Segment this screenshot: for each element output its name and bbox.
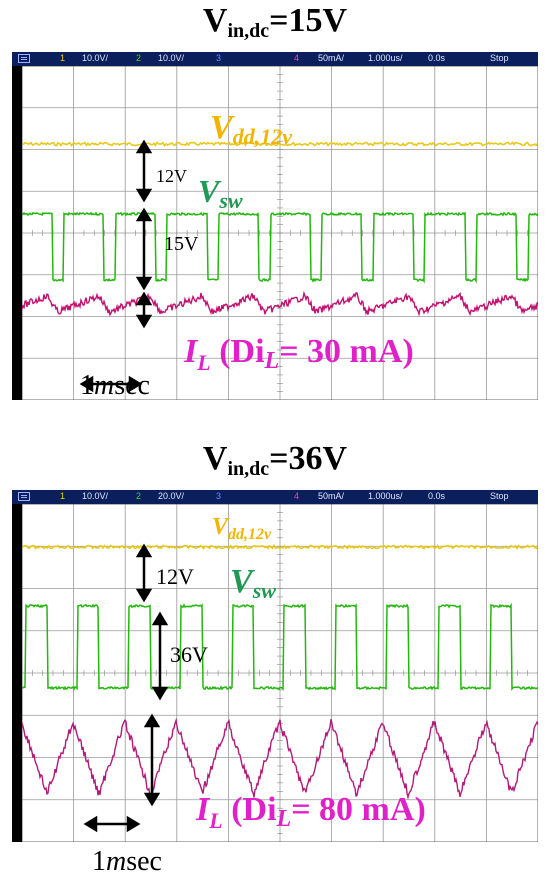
panel2-title: Vin,dc=36V (202, 440, 348, 480)
12v-label: 12V (156, 564, 194, 589)
ch1-scale: 10.0V/ (82, 491, 109, 501)
vdd-label: Vdd,12v (212, 514, 272, 543)
vdd-label: Vdd,12v (210, 109, 292, 149)
vdd-trace (22, 141, 538, 147)
oscilloscope-screen-2: 1 10.0V/ 2 20.0V/ 3 4 50mA/ 1.000us/ 0.0… (12, 490, 538, 842)
ch2-label: 2 (136, 53, 142, 63)
vsw-trace (22, 602, 538, 691)
panel1-title: Vin,dc=15V (202, 2, 348, 42)
time-arrow (83, 815, 141, 833)
time-scale-label-1: 1msec (80, 370, 150, 401)
waveform-plot-1: Vdd,12v Vsw 12V 15V IL (DiL= 30 mA) (22, 66, 538, 400)
plot-area-2: Vdd,12v Vsw 12V 36V IL (DiL= 80 mA) (22, 504, 538, 842)
delay: 0.0s (428, 491, 446, 501)
ch4-scale: 50mA/ (318, 53, 345, 63)
run-state: Stop (490, 53, 509, 63)
scope-header-1: 1 10.0V/ 2 10.0V/ 3 4 50mA/ 1.000us/ 0.0… (12, 52, 538, 66)
ch1-scale: 10.0V/ (82, 53, 109, 63)
ch3-label: 3 (216, 53, 222, 63)
time-arrow (79, 375, 143, 393)
12v-label: 12V (156, 166, 187, 186)
time-scale: 1.000us/ (368, 491, 403, 501)
vsw-label: Vsw (198, 173, 243, 213)
oscilloscope-screen-1: 1 10.0V/ 2 10.0V/ 3 4 50mA/ 1.000us/ 0.0… (12, 52, 538, 400)
ch2-label: 2 (136, 491, 142, 501)
delay: 0.0s (428, 53, 446, 63)
plot-area-1: Vdd,12v Vsw 12V 15V IL (DiL= 30 mA) (22, 66, 538, 400)
time-scale-label-2: 1msec (92, 846, 162, 877)
ch4-label: 4 (294, 491, 300, 501)
step-arrow (135, 207, 153, 291)
step-label: 36V (170, 642, 208, 667)
vsw-trace (22, 211, 538, 284)
ch2-scale: 10.0V/ (158, 53, 185, 63)
step-label: 15V (164, 233, 199, 255)
12v-arrow (135, 139, 153, 203)
step-arrow (151, 611, 169, 701)
il-trace (22, 717, 538, 800)
menu-icon[interactable] (18, 492, 30, 501)
ch2-scale: 20.0V/ (158, 491, 185, 501)
vsw-label: Vsw (230, 563, 276, 603)
ch4-label: 4 (294, 53, 300, 63)
vdd-trace (22, 543, 538, 550)
ripple-arrow (143, 713, 161, 807)
ch4-scale: 50mA/ (318, 491, 345, 501)
ch1-label: 1 (60, 491, 66, 501)
scope-header-2: 1 10.0V/ 2 20.0V/ 3 4 50mA/ 1.000us/ 0.0… (12, 490, 538, 504)
12v-arrow (135, 543, 153, 603)
il-trace (22, 290, 538, 317)
time-scale: 1.000us/ (368, 53, 403, 63)
ch1-label: 1 (60, 53, 66, 63)
menu-icon[interactable] (18, 54, 30, 63)
run-state: Stop (490, 491, 509, 501)
il-label: IL (DiL= 30 mA) (183, 333, 414, 375)
il-label: IL (DiL= 80 mA) (195, 791, 426, 833)
waveform-plot-2: Vdd,12v Vsw 12V 36V IL (DiL= 80 mA) (22, 504, 538, 842)
ch3-label: 3 (216, 491, 222, 501)
ripple-arrow (135, 291, 153, 329)
